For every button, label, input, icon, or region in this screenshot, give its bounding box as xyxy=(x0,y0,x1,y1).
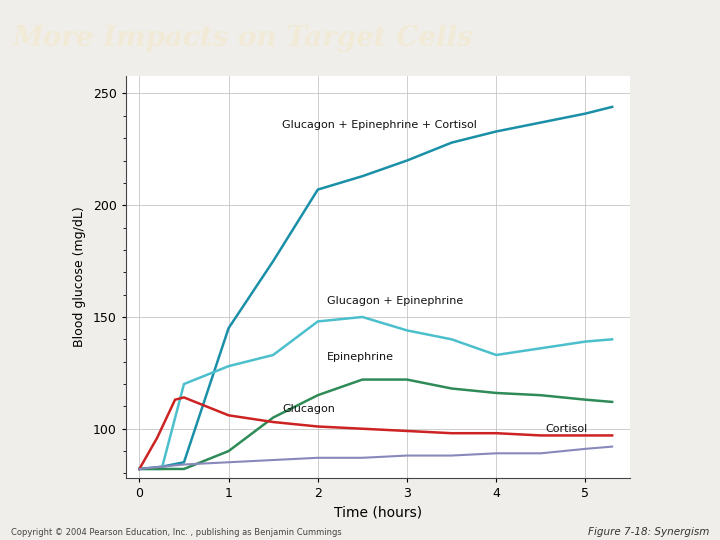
Text: Cortisol: Cortisol xyxy=(545,424,588,434)
Y-axis label: Blood glucose (mg/dL): Blood glucose (mg/dL) xyxy=(73,206,86,347)
Text: Copyright © 2004 Pearson Education, Inc. , publishing as Benjamin Cummings: Copyright © 2004 Pearson Education, Inc.… xyxy=(11,528,341,537)
Text: More Impacts on Target Cells: More Impacts on Target Cells xyxy=(13,25,474,52)
Text: Epinephrine: Epinephrine xyxy=(327,352,394,362)
Text: Glucagon + Epinephrine: Glucagon + Epinephrine xyxy=(327,296,463,306)
X-axis label: Time (hours): Time (hours) xyxy=(334,505,422,519)
Text: Glucagon + Epinephrine + Cortisol: Glucagon + Epinephrine + Cortisol xyxy=(282,120,477,130)
Text: Glucagon: Glucagon xyxy=(282,403,335,414)
Text: Figure 7-18: Synergism: Figure 7-18: Synergism xyxy=(588,527,709,537)
